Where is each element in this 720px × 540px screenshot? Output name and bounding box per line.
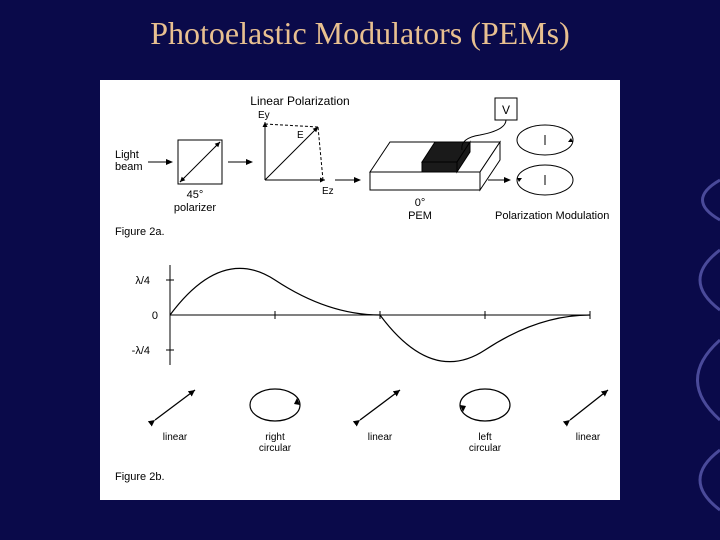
ez-label: Ez xyxy=(322,186,334,197)
slide-title: Photoelastic Modulators (PEMs) xyxy=(150,15,570,52)
state-3-label-1: left xyxy=(478,432,492,443)
slide-decoration xyxy=(670,160,720,540)
figure-2b-caption: Figure 2b. xyxy=(115,471,165,483)
figure-container: Linear Polarization Light beam 45° polar… xyxy=(100,80,620,500)
modulation-label: Polarization Modulation xyxy=(495,210,609,222)
state-3-label-2: circular xyxy=(469,443,502,454)
voltage-label: V xyxy=(502,103,510,117)
polarizer-diag-arrowhead-1 xyxy=(215,142,220,147)
ylabel-top: λ/4 xyxy=(135,275,150,287)
polarizer-angle: 45° xyxy=(187,189,204,201)
polarizer-label: polarizer xyxy=(174,202,217,214)
polarizer-diag-arrowhead-2 xyxy=(180,177,185,182)
ylabel-bot: -λ/4 xyxy=(132,345,150,357)
state-1-label-1: right xyxy=(265,432,285,443)
pem-label: PEM xyxy=(408,210,432,222)
e-field-diagram: Ey E Ez xyxy=(258,110,334,197)
polarizer-diag xyxy=(180,142,220,182)
figure-2a-caption: Figure 2a. xyxy=(115,226,165,238)
output-ellipses xyxy=(517,125,573,195)
pem-crystal xyxy=(370,142,500,190)
state-2-label: linear xyxy=(368,432,393,443)
light-beam-label-1: Light xyxy=(115,149,139,161)
state-4-label: linear xyxy=(576,432,601,443)
pol-states: linear right circular linear left circul… xyxy=(155,389,608,454)
pem-angle: 0° xyxy=(415,197,426,209)
state-1-label-2: circular xyxy=(259,443,292,454)
upper-title: Linear Polarization xyxy=(250,94,349,108)
ylabel-mid: 0 xyxy=(152,310,158,322)
e-label: E xyxy=(297,130,304,141)
light-beam-label-2: beam xyxy=(115,161,143,173)
retardation-plot: λ/4 0 -λ/4 xyxy=(132,265,590,365)
state-0-label: linear xyxy=(163,432,188,443)
ey-label: Ey xyxy=(258,110,270,121)
